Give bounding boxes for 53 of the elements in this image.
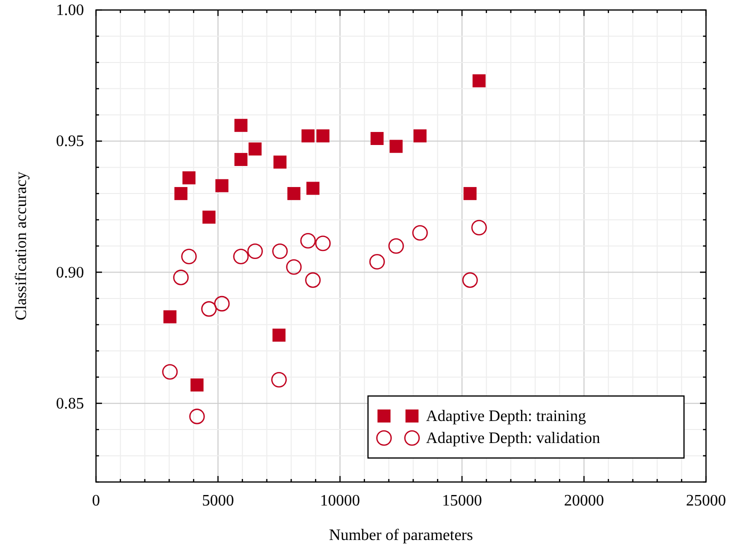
point — [315, 236, 331, 252]
point — [414, 129, 427, 142]
point — [163, 310, 176, 324]
point — [306, 182, 320, 195]
point — [369, 254, 385, 270]
point — [181, 248, 197, 264]
point — [233, 248, 249, 264]
y-tick-label: 0.85 — [56, 395, 84, 412]
point — [272, 328, 286, 342]
x-tick-label: 15000 — [442, 492, 482, 510]
point — [248, 142, 262, 156]
point — [173, 270, 189, 286]
y-tick-label: 0.95 — [56, 133, 84, 150]
point — [271, 372, 287, 388]
point — [201, 301, 217, 317]
point — [472, 74, 486, 88]
point — [471, 220, 487, 236]
point — [464, 187, 477, 200]
x-tick-label: 20000 — [564, 492, 604, 510]
y-tick-label: 1.00 — [56, 2, 84, 20]
x-tick-label: 25000 — [686, 492, 726, 510]
point — [162, 364, 178, 380]
point — [286, 259, 302, 275]
point — [247, 243, 263, 260]
point — [202, 210, 216, 224]
point — [174, 187, 188, 200]
point — [189, 408, 205, 424]
x-tick-label: 0 — [92, 492, 100, 510]
point — [272, 243, 288, 260]
y-tick-label: 0.90 — [56, 264, 84, 282]
point — [215, 179, 228, 192]
x-axis-title: Number of parameters — [329, 527, 473, 544]
point — [234, 152, 248, 166]
x-tick-label: 5000 — [202, 492, 234, 510]
point — [214, 296, 230, 312]
point — [234, 118, 248, 132]
point — [370, 132, 384, 146]
point — [305, 272, 321, 288]
point — [316, 129, 330, 142]
point — [190, 378, 204, 392]
legend-label: Adaptive Depth: validation — [426, 430, 600, 447]
point — [300, 232, 316, 249]
point — [182, 171, 196, 184]
point — [287, 187, 300, 200]
point — [390, 140, 403, 153]
y-axis-title: Classification accuracy — [13, 172, 30, 320]
point — [412, 225, 428, 241]
legend-label: Adaptive Depth: training — [426, 408, 586, 425]
point — [302, 129, 315, 142]
point — [462, 272, 478, 288]
x-tick-label: 10000 — [320, 492, 360, 510]
point — [388, 238, 404, 254]
point — [273, 156, 286, 169]
